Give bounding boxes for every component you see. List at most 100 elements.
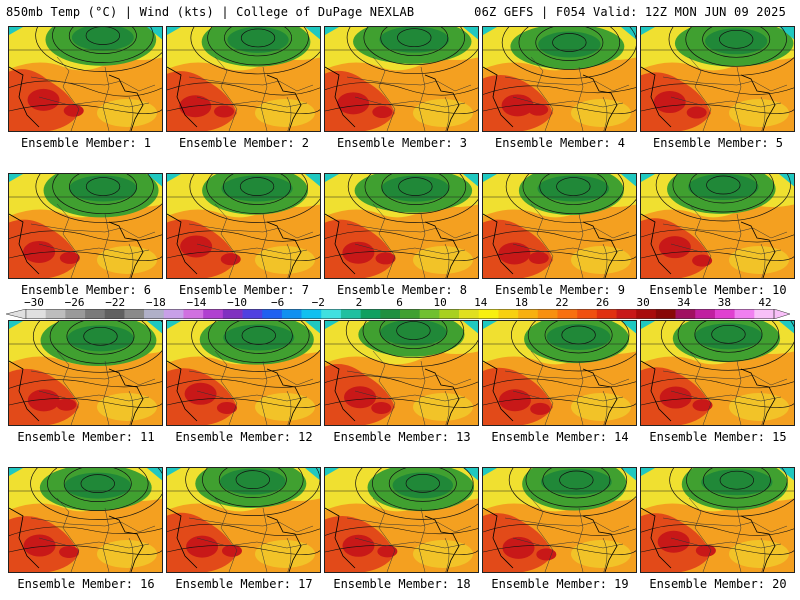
colorbar-swatch	[281, 309, 302, 319]
ensemble-caption-18: Ensemble Member: 18	[333, 577, 471, 591]
colorbar-tick-label: −26	[64, 296, 85, 309]
colorbar-swatch	[65, 309, 86, 319]
ensemble-map-11	[8, 320, 163, 426]
colorbar-tick-label: 42	[758, 296, 772, 309]
colorbar-min-arrow	[6, 309, 27, 319]
colorbar-tick-label: 10	[433, 296, 447, 309]
colorbar-max-arrow	[773, 309, 790, 319]
colorbar-swatch	[557, 309, 578, 319]
ensemble-caption-16: Ensemble Member: 16	[17, 577, 155, 591]
colorbar-tick-label: −2	[311, 296, 325, 309]
colorbar-swatch	[636, 309, 657, 319]
ensemble-map-6	[8, 173, 163, 279]
ensemble-caption-15: Ensemble Member: 15	[649, 430, 787, 444]
colorbar-swatch	[518, 309, 539, 319]
temperature-colorbar	[6, 309, 790, 319]
colorbar-swatch	[754, 309, 775, 319]
ensemble-caption-5: Ensemble Member: 5	[652, 136, 784, 150]
colorbar-tick-label: 22	[555, 296, 569, 309]
colorbar-tick-label: 38	[717, 296, 731, 309]
ensemble-map-15	[640, 320, 795, 426]
ensemble-caption-1: Ensemble Member: 1	[20, 136, 152, 150]
colorbar-swatch	[695, 309, 716, 319]
colorbar-swatch	[478, 309, 499, 319]
ensemble-caption-8: Ensemble Member: 8	[336, 283, 468, 297]
ensemble-map-17	[166, 467, 321, 573]
colorbar-tick-label: −30	[24, 296, 44, 309]
colorbar-swatch	[301, 309, 322, 319]
map-title: 850mb Temp (°C) | Wind (kts) | College o…	[6, 5, 415, 19]
ensemble-map-10	[640, 173, 795, 279]
colorbar-swatch	[144, 309, 165, 319]
colorbar-tick-label: 6	[396, 296, 403, 309]
colorbar-swatch	[734, 309, 755, 319]
colorbar-swatch	[242, 309, 263, 319]
ensemble-map-2	[166, 26, 321, 132]
colorbar-outline	[25, 309, 775, 319]
ensemble-caption-6: Ensemble Member: 6	[20, 283, 152, 297]
colorbar-tick-label: 26	[595, 296, 610, 309]
ensemble-caption-14: Ensemble Member: 14	[491, 430, 629, 444]
ensemble-caption-12: Ensemble Member: 12	[175, 430, 313, 444]
colorbar-swatch	[104, 309, 125, 319]
colorbar-swatch	[714, 309, 735, 319]
colorbar-tick-label: −10	[227, 296, 247, 309]
colorbar-swatch	[577, 309, 598, 319]
colorbar-swatch	[321, 309, 342, 319]
ensemble-caption-3: Ensemble Member: 3	[336, 136, 468, 150]
colorbar-tick-label: 14	[474, 296, 488, 309]
ensemble-map-14	[482, 320, 637, 426]
colorbar-swatch	[439, 309, 460, 319]
ensemble-caption-4: Ensemble Member: 4	[494, 136, 626, 150]
ensemble-caption-9: Ensemble Member: 9	[494, 283, 626, 297]
ensemble-map-13	[324, 320, 479, 426]
colorbar-tick-label: −6	[271, 296, 285, 309]
colorbar-swatch	[262, 309, 283, 319]
colorbar-tick-label: −14	[186, 296, 207, 309]
colorbar-swatch	[498, 309, 519, 319]
ensemble-caption-20: Ensemble Member: 20	[649, 577, 787, 591]
colorbar-swatch	[675, 309, 696, 319]
ensemble-caption-10: Ensemble Member: 10	[649, 283, 787, 297]
ensemble-map-18	[324, 467, 479, 573]
ensemble-map-16	[8, 467, 163, 573]
colorbar-swatch	[163, 309, 184, 319]
ensemble-map-19	[482, 467, 637, 573]
ensemble-caption-2: Ensemble Member: 2	[178, 136, 310, 150]
ensemble-caption-17: Ensemble Member: 17	[175, 577, 313, 591]
colorbar-swatch	[655, 309, 676, 319]
colorbar-tick-label: 2	[355, 296, 363, 309]
colorbar-tick-label: 18	[514, 296, 528, 309]
colorbar-swatch	[26, 309, 46, 319]
colorbar-swatch	[537, 309, 558, 319]
colorbar-swatch	[340, 309, 361, 319]
colorbar-tick-label: −22	[105, 296, 126, 309]
colorbar-tick-label: 34	[677, 296, 691, 309]
colorbar-swatch	[380, 309, 401, 319]
colorbar-swatch	[203, 309, 224, 319]
ensemble-map-7	[166, 173, 321, 279]
ensemble-map-5	[640, 26, 795, 132]
colorbar-swatch	[400, 309, 420, 319]
ensemble-map-12	[166, 320, 321, 426]
colorbar-swatch	[222, 309, 243, 319]
ensemble-map-8	[324, 173, 479, 279]
colorbar-swatch	[360, 309, 381, 319]
ensemble-map-1	[8, 26, 163, 132]
colorbar-tick-label: −18	[145, 296, 166, 309]
colorbar-swatch	[616, 309, 637, 319]
ensemble-map-9	[482, 173, 637, 279]
ensemble-caption-13: Ensemble Member: 13	[333, 430, 471, 444]
colorbar-swatch	[85, 309, 106, 319]
ensemble-caption-11: Ensemble Member: 11	[17, 430, 155, 444]
colorbar-tick-label: 30	[636, 296, 650, 309]
colorbar-swatch	[459, 309, 480, 319]
colorbar-swatch	[419, 309, 440, 319]
ensemble-map-20	[640, 467, 795, 573]
colorbar-swatch	[124, 309, 145, 319]
ensemble-map-4	[482, 26, 637, 132]
model-run-info: 06Z GEFS | F054 Valid: 12Z MON JUN 09 20…	[474, 5, 786, 19]
colorbar-swatch	[596, 309, 617, 319]
colorbar-swatch	[45, 309, 66, 319]
ensemble-caption-7: Ensemble Member: 7	[178, 283, 310, 297]
